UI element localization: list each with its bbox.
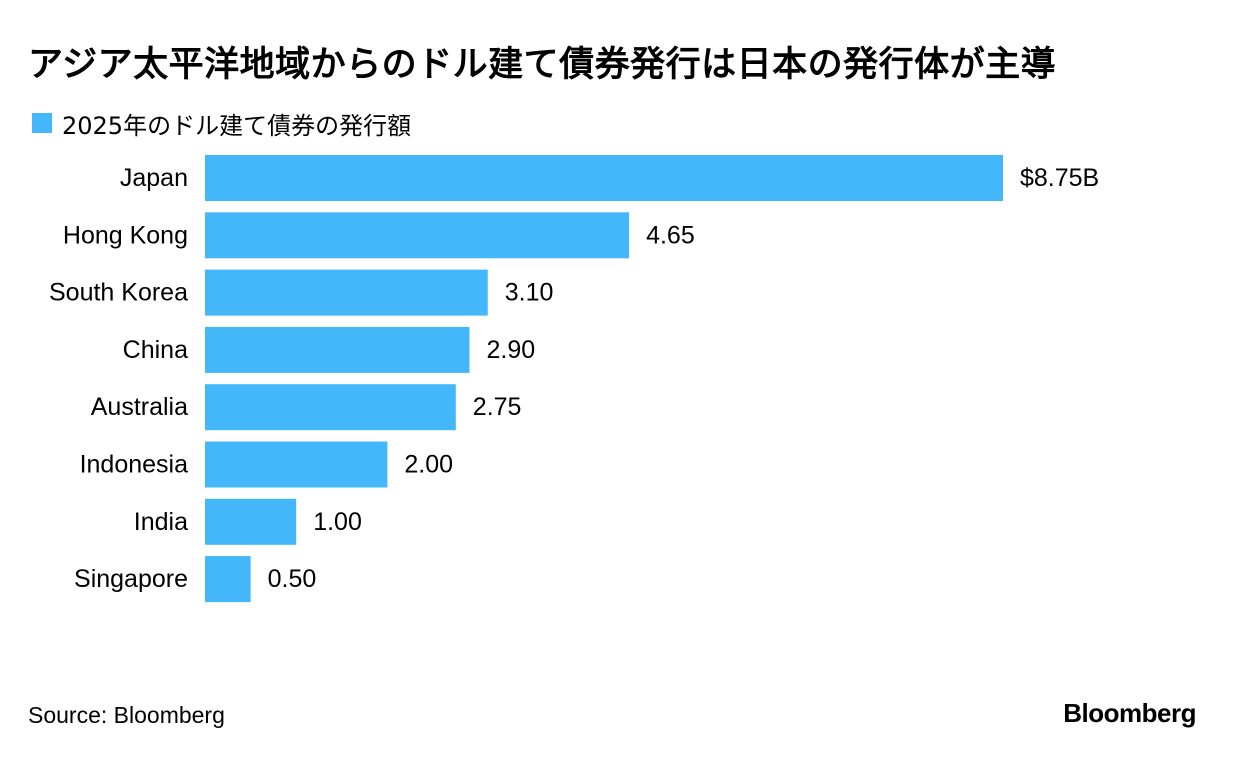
value-label: 2.75 bbox=[473, 393, 522, 421]
category-label: Japan bbox=[120, 164, 188, 192]
category-label: Hong Kong bbox=[63, 221, 188, 249]
chart-title: アジア太平洋地域からのドル建て債券発行は日本の発行体が主導 bbox=[28, 45, 1057, 85]
category-label: Indonesia bbox=[80, 451, 189, 479]
source-note: Source: Bloomberg bbox=[28, 702, 225, 728]
value-label: 4.65 bbox=[646, 221, 695, 249]
bloomberg-logo: Bloomberg bbox=[1063, 698, 1196, 728]
value-label: 0.50 bbox=[268, 565, 317, 593]
value-label: 1.00 bbox=[313, 508, 362, 536]
value-label: 3.10 bbox=[505, 279, 554, 307]
bar bbox=[205, 212, 630, 259]
value-label: 2.90 bbox=[486, 336, 535, 364]
value-label: 2.00 bbox=[404, 451, 453, 479]
bar bbox=[205, 269, 488, 316]
legend-swatch bbox=[32, 113, 52, 133]
category-label: Singapore bbox=[74, 565, 188, 593]
category-label: China bbox=[123, 336, 188, 364]
category-label: India bbox=[134, 508, 188, 536]
bar bbox=[205, 556, 251, 603]
bar bbox=[205, 326, 470, 373]
value-label: $8.75B bbox=[1020, 164, 1099, 192]
category-label: South Korea bbox=[49, 279, 188, 307]
bar bbox=[205, 498, 297, 545]
bar bbox=[205, 441, 388, 488]
bar bbox=[205, 384, 456, 431]
legend-label: 2025年のドル建て債券の発行額 bbox=[62, 111, 412, 140]
category-label: Australia bbox=[91, 393, 188, 421]
bar bbox=[205, 155, 1003, 201]
legend: 2025年のドル建て債券の発行額 bbox=[32, 106, 411, 140]
